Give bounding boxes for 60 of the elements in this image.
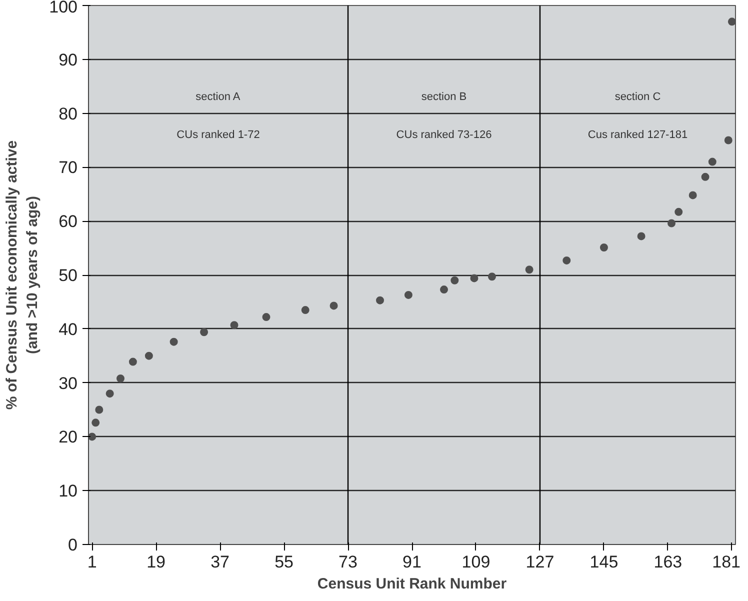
y-tick-label: 90 xyxy=(58,50,78,70)
point xyxy=(701,172,710,181)
annotation: CUs ranked 1-72 xyxy=(176,128,260,141)
x-tick-label: 37 xyxy=(210,552,230,572)
point xyxy=(128,358,137,366)
y-axis-title: % of Census Unit economically active (and >10 years of age) xyxy=(4,140,42,410)
x-tick-label: 163 xyxy=(654,552,682,572)
x-tick-label: 19 xyxy=(146,552,166,572)
x-tick-label: 145 xyxy=(590,552,618,572)
point xyxy=(376,296,384,304)
y-tick-label: 40 xyxy=(58,320,78,339)
annotation: Cus ranked 127-181 xyxy=(588,128,688,141)
annotation: section C xyxy=(614,91,661,104)
y-tick-label: 100 xyxy=(49,0,78,16)
point xyxy=(450,276,459,284)
point xyxy=(95,406,104,414)
y-tick-label: 0 xyxy=(68,536,78,554)
annotation: section A xyxy=(196,91,241,104)
point xyxy=(728,18,736,26)
point xyxy=(330,302,338,310)
point xyxy=(488,272,496,281)
y-tick-label: 50 xyxy=(58,266,78,285)
point xyxy=(637,232,646,240)
point xyxy=(170,338,178,346)
point xyxy=(262,313,270,322)
point xyxy=(88,432,96,441)
annotation: section B xyxy=(421,91,467,104)
annotation: CUs ranked 73-126 xyxy=(396,128,492,141)
point xyxy=(230,321,238,330)
y-tick-label: 60 xyxy=(58,212,78,232)
x-tick-label: 127 xyxy=(526,552,554,572)
x-tick-label: 55 xyxy=(274,552,294,572)
point xyxy=(301,306,310,314)
point xyxy=(668,219,676,228)
point xyxy=(525,266,534,274)
y-tick-label: 30 xyxy=(58,374,78,393)
x-tick-label: 91 xyxy=(402,552,422,572)
point xyxy=(674,208,683,216)
x-tick-label: 1 xyxy=(87,552,97,572)
point xyxy=(116,374,124,382)
x-axis-title: Census Unit Rank Number xyxy=(317,576,507,592)
point xyxy=(92,418,100,427)
y-tick-label: 80 xyxy=(58,104,78,124)
point xyxy=(200,328,208,336)
point xyxy=(470,274,478,282)
y-tick-label: 70 xyxy=(58,158,78,178)
x-tick-label: 181 xyxy=(712,552,741,572)
point xyxy=(144,352,153,360)
point xyxy=(724,136,732,144)
point xyxy=(106,390,114,398)
x-tick-label: 109 xyxy=(462,552,490,572)
point xyxy=(600,244,608,252)
x-tick-label: 73 xyxy=(338,552,358,572)
point xyxy=(404,290,412,299)
y-tick-label: 20 xyxy=(58,428,78,447)
point xyxy=(708,158,716,166)
point xyxy=(562,256,571,264)
y-tick-label: 10 xyxy=(58,482,78,501)
point xyxy=(688,191,697,200)
point xyxy=(440,286,448,294)
